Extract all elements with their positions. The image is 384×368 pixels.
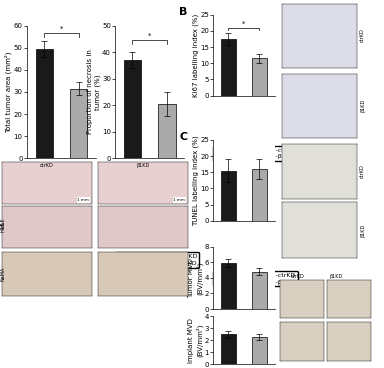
Bar bbox=[221, 263, 236, 309]
Bar bbox=[252, 59, 267, 96]
Bar bbox=[252, 169, 267, 221]
Text: H&E: H&E bbox=[1, 221, 6, 231]
Text: *: * bbox=[60, 26, 63, 32]
Y-axis label: Ki67 labelling index (%): Ki67 labelling index (%) bbox=[192, 14, 199, 97]
Y-axis label: TUNEL labelling index (%): TUNEL labelling index (%) bbox=[192, 135, 199, 226]
Text: ctrKD: ctrKD bbox=[360, 164, 365, 178]
Bar bbox=[221, 39, 236, 96]
Bar bbox=[221, 171, 236, 221]
Text: *: * bbox=[242, 21, 245, 27]
Y-axis label: Implant MVD
(BV/mm²): Implant MVD (BV/mm²) bbox=[189, 318, 203, 363]
Bar bbox=[70, 89, 88, 158]
Bar bbox=[252, 337, 267, 364]
Text: 1 mm: 1 mm bbox=[78, 198, 89, 202]
Text: NaMA: NaMA bbox=[1, 267, 6, 282]
Y-axis label: Proportion of necrosis in
tumor (%): Proportion of necrosis in tumor (%) bbox=[87, 50, 101, 134]
Bar bbox=[35, 49, 53, 158]
Text: B: B bbox=[179, 7, 188, 17]
Text: ctrKD: ctrKD bbox=[291, 274, 305, 279]
Bar bbox=[124, 60, 141, 158]
Text: H&E: H&E bbox=[1, 217, 6, 228]
Bar bbox=[221, 335, 236, 364]
Text: β1KD: β1KD bbox=[329, 274, 343, 279]
Y-axis label: Total tumor area (mm²): Total tumor area (mm²) bbox=[5, 51, 12, 133]
Text: β1KD: β1KD bbox=[136, 163, 150, 168]
Legend: MDA-MB-231BO-ctrKD, MDA-MB-231BO-β1KD: MDA-MB-231BO-ctrKD, MDA-MB-231BO-β1KD bbox=[115, 252, 199, 268]
Y-axis label: Tumor MVD
(BV/mm²): Tumor MVD (BV/mm²) bbox=[189, 258, 203, 298]
Text: D: D bbox=[179, 237, 189, 247]
Bar bbox=[252, 272, 267, 309]
Bar bbox=[158, 104, 175, 158]
Text: *: * bbox=[148, 33, 151, 39]
Legend: MDA-MB-231BO-ctrKD, MDA-MB-231BO-β1KD: MDA-MB-231BO-ctrKD, MDA-MB-231BO-β1KD bbox=[213, 271, 298, 287]
Text: β1KD: β1KD bbox=[360, 98, 365, 112]
Text: 1 mm: 1 mm bbox=[174, 198, 185, 202]
Text: C: C bbox=[179, 132, 187, 142]
Legend: MDA-MB-231BO-ctrKD, MDA-MB-231BO-β1KD: MDA-MB-231BO-ctrKD, MDA-MB-231BO-β1KD bbox=[213, 146, 298, 162]
Text: ctrKD: ctrKD bbox=[40, 163, 54, 168]
Text: β1KD: β1KD bbox=[360, 223, 365, 237]
Text: ctrKD: ctrKD bbox=[360, 28, 365, 42]
